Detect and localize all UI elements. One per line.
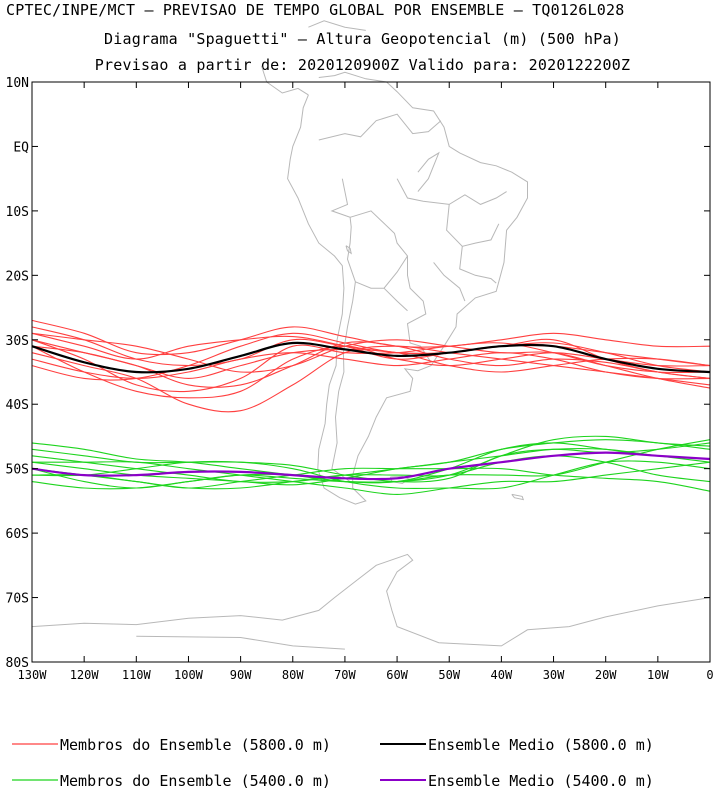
member-5800-line-9: [31, 332, 711, 389]
lake-titicaca: [345, 245, 352, 255]
map-frame: [31, 81, 711, 663]
ensemble-mean-5800-line: [31, 341, 711, 374]
member-5400-line-8: [31, 460, 711, 490]
y-tick-label: 60S: [6, 527, 29, 542]
legend-label: Ensemble Medio (5400.0 m): [428, 772, 654, 790]
south-georgia-outline: [511, 493, 525, 501]
member-5400-line-9: [31, 455, 711, 490]
y-tick-label: 20S: [6, 269, 29, 284]
title-line-1: CPTEC/INPE/MCT — PREVISAO DE TEMPO GLOBA…: [6, 1, 625, 19]
contour-lines-layer: [31, 319, 711, 495]
y-tick-label: 10N: [6, 76, 29, 91]
coastline-layer: [31, 20, 711, 650]
x-tick-label: 120W: [70, 668, 100, 682]
x-tick-label: 30W: [543, 668, 565, 682]
y-tick-label: 40S: [6, 398, 29, 413]
legend-label: Ensemble Medio (5800.0 m): [428, 736, 654, 754]
brazil-states-4: [433, 262, 466, 302]
legend-label: Membros do Ensemble (5400.0 m): [60, 772, 331, 790]
title-line-3: Previsao a partir de: 2020120900Z Valido…: [94, 56, 631, 74]
border-andes: [330, 178, 356, 483]
border-interior-2: [406, 256, 432, 363]
legend: Membros do Ensemble (5800.0 m) Ensemble M…: [12, 736, 654, 790]
x-tick-label: 90W: [230, 668, 252, 682]
y-tick-label: 10S: [6, 205, 29, 220]
border-interior-1: [349, 210, 409, 289]
central-america-outline: [261, 65, 309, 96]
south-america-outline: [287, 71, 528, 505]
x-tick-label: 60W: [386, 668, 408, 682]
brazil-states-3: [459, 246, 497, 284]
x-tick-label: 80W: [282, 668, 304, 682]
legend-label: Membros do Ensemble (5800.0 m): [60, 736, 331, 754]
x-tick-label: 70W: [334, 668, 356, 682]
brazil-states-1: [396, 178, 507, 205]
border-interior-3: [383, 287, 408, 312]
x-tick-label: 10W: [647, 668, 669, 682]
antarctica-coast: [31, 553, 711, 647]
y-tick-label: 30S: [6, 334, 29, 349]
brazil-states-5: [417, 151, 440, 192]
x-tick-label: 110W: [122, 668, 152, 682]
x-tick-label: 0: [706, 668, 713, 682]
caribbean-outline: [308, 20, 366, 31]
x-tick-label: 50W: [438, 668, 460, 682]
border-north: [318, 113, 442, 141]
ensemble-mean-5400-line: [31, 451, 711, 481]
y-tick-label: 70S: [6, 592, 29, 607]
y-tick-label: 80S: [6, 656, 29, 671]
x-tick-label: 20W: [595, 668, 617, 682]
brazil-states-2: [446, 204, 500, 247]
x-tick-label: 130W: [18, 668, 48, 682]
x-tick-label: 100W: [174, 668, 204, 682]
member-5800-line-11: [31, 345, 711, 379]
title-line-2: Diagrama "Spaguetti" — Altura Geopotenci…: [104, 30, 621, 48]
member-5800-line-10: [31, 332, 711, 381]
y-tick-label: 50S: [6, 463, 29, 478]
y-tick-label: EQ: [13, 140, 29, 155]
antarctic-ice-shelf: [136, 635, 345, 650]
x-tick-label: 40W: [491, 668, 513, 682]
